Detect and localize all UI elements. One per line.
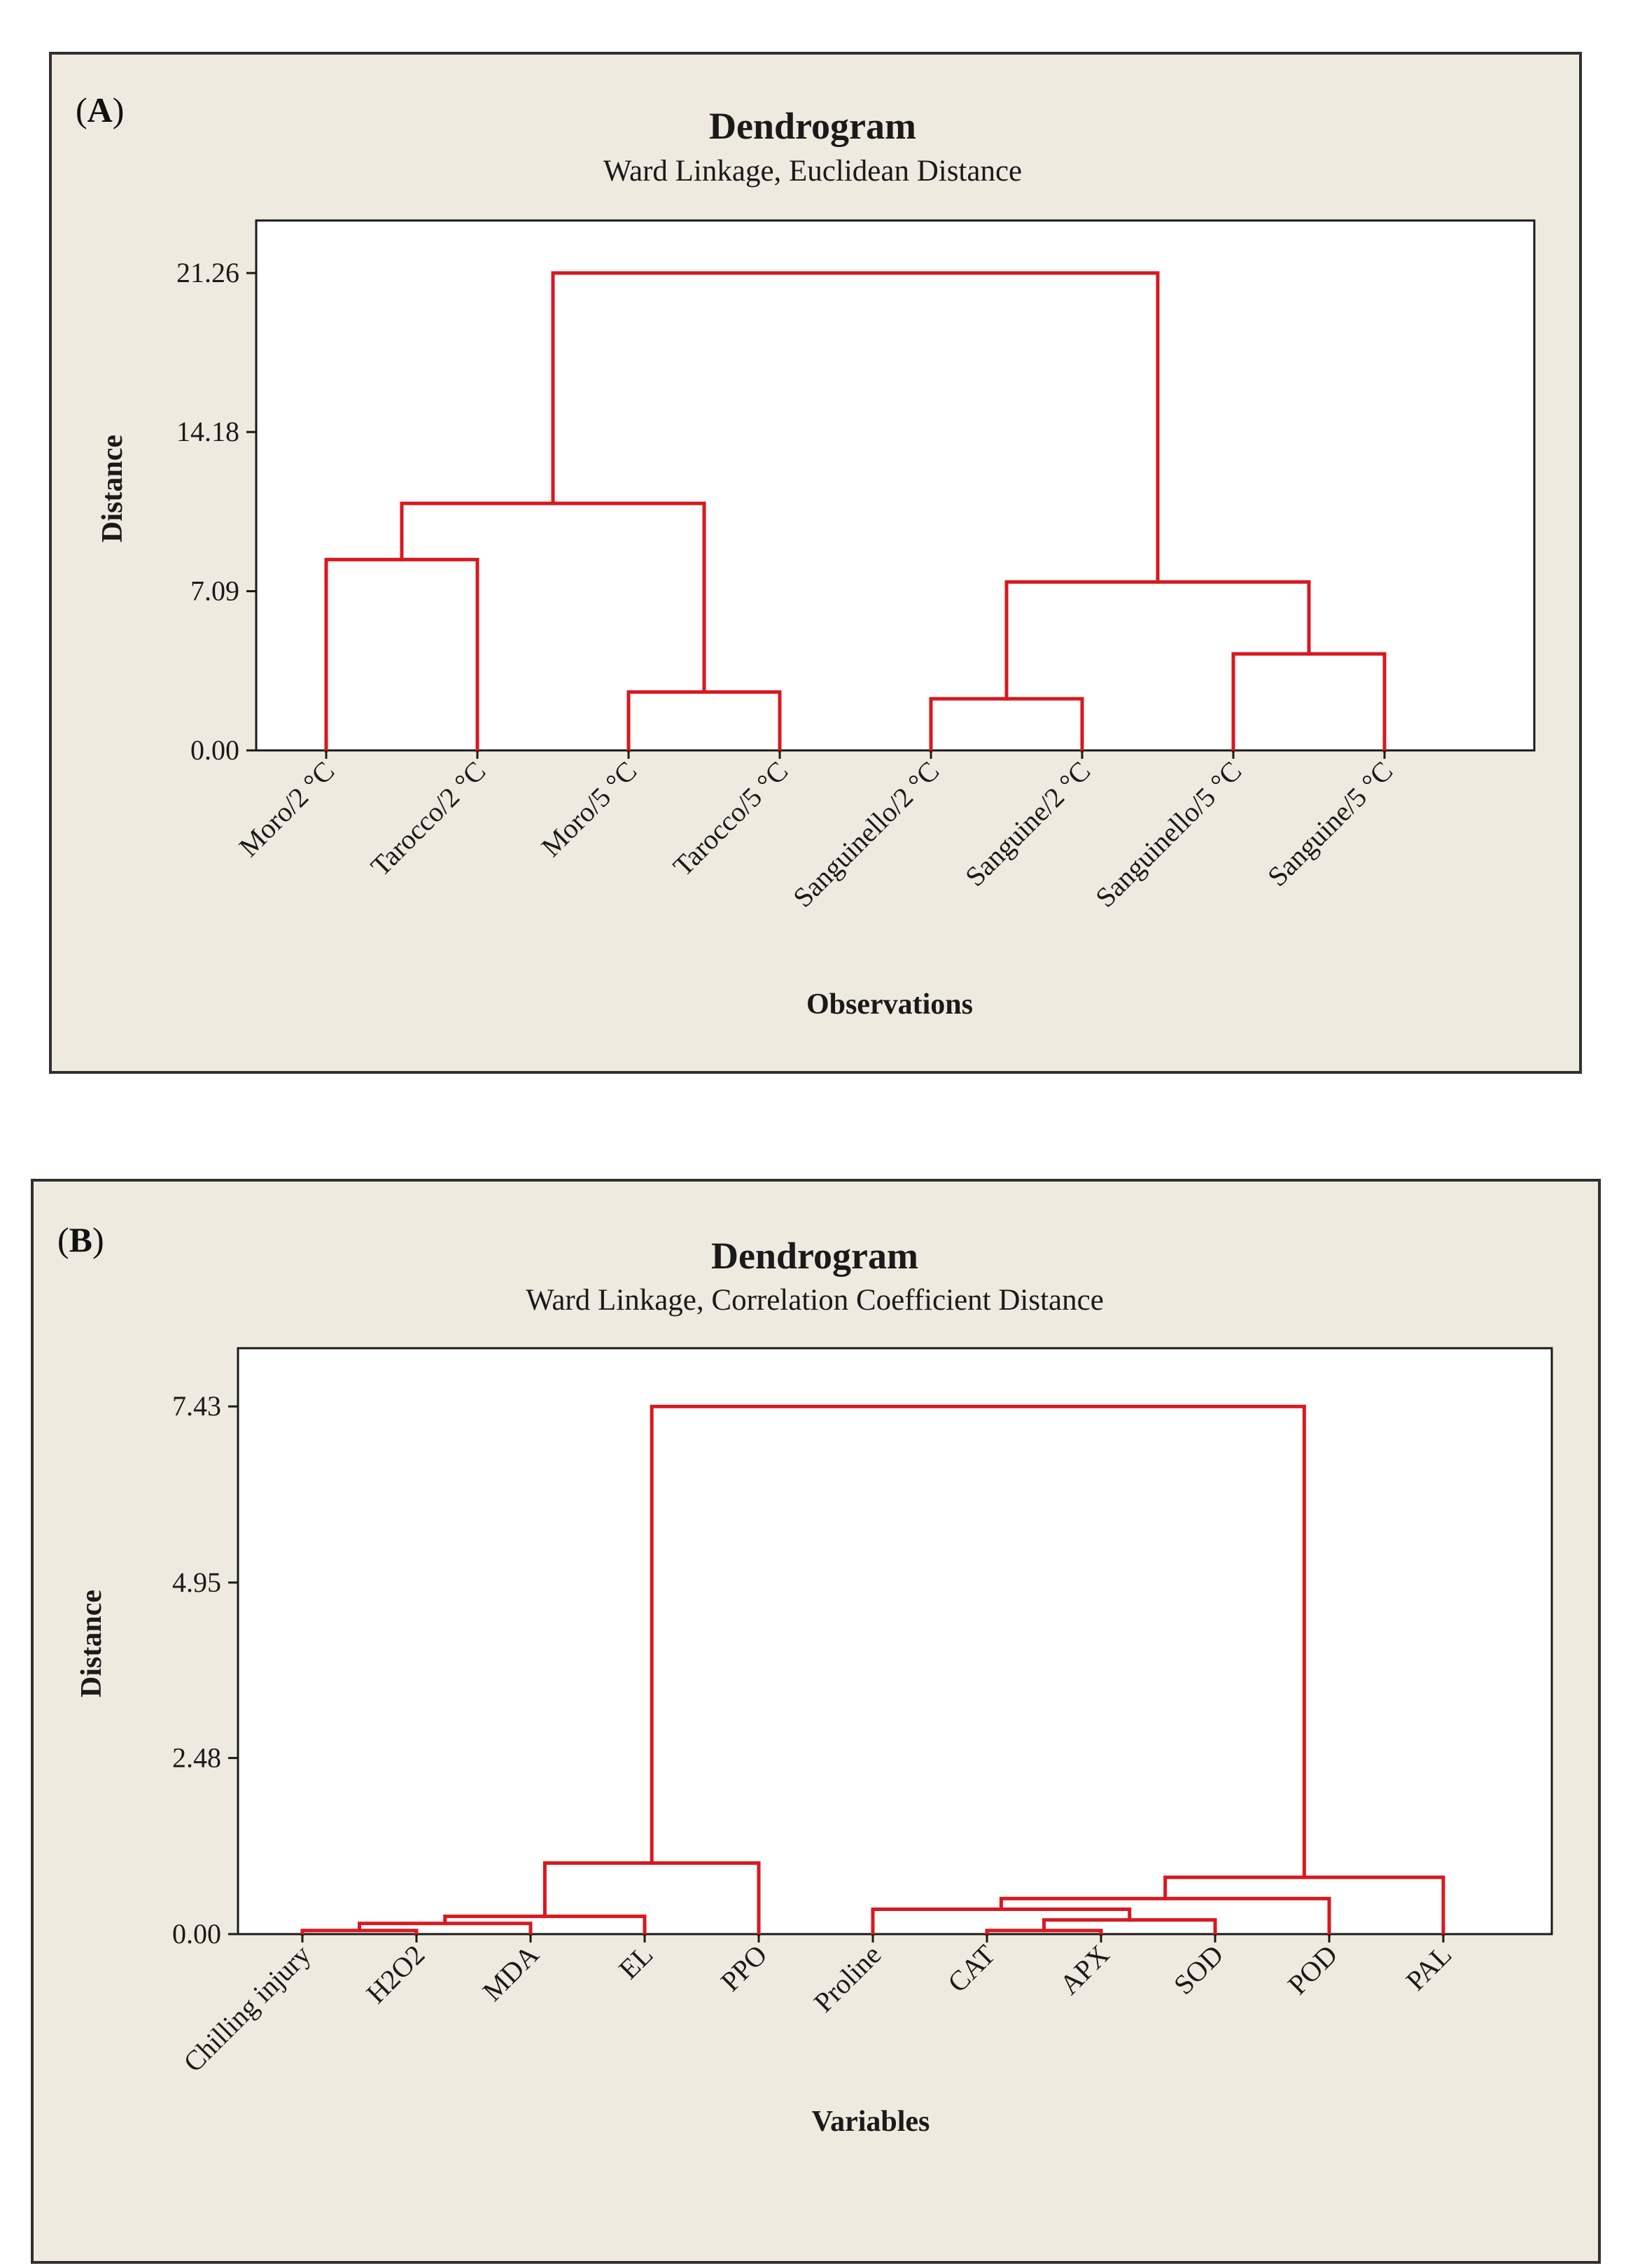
leaf-labels-a: Moro/2 °C Tarocco/2 °C Moro/5 °C Tarocco/5 … xyxy=(232,750,1399,913)
x-axis-label-a: Observations xyxy=(806,988,973,1021)
leaf-label-b-6: CAT xyxy=(941,1939,1001,1998)
chart-title-b: Dendrogram xyxy=(711,1235,918,1277)
y-ticks-b: 0.00 2.48 4.95 7.43 xyxy=(172,1390,238,1949)
panel-label-a: (A) xyxy=(76,90,124,130)
leaf-label-b-8: SOD xyxy=(1168,1939,1229,2001)
leaf-label-a-3: Tarocco/5 °C xyxy=(667,755,794,883)
y-tick-label-b-3: 7.43 xyxy=(172,1390,221,1422)
leaf-label-b-10: PAL xyxy=(1400,1939,1458,1997)
y-tick-label-a-1: 7.09 xyxy=(190,575,239,607)
x-axis-label-b: Variables xyxy=(812,2106,930,2138)
y-tick-label-b-0: 0.00 xyxy=(172,1918,221,1949)
dendrogram-b-svg: (B) Dendrogram Ward Linkage, Correlation… xyxy=(57,1220,1553,2138)
leaf-label-a-1: Tarocco/2 °C xyxy=(365,755,492,883)
y-axis-label-a: Distance xyxy=(97,435,129,542)
plot-area-a xyxy=(255,219,1536,752)
leaf-label-b-1: H2O2 xyxy=(360,1939,430,2010)
dendrogram-panel-b: (B) Dendrogram Ward Linkage, Correlation… xyxy=(31,1179,1601,2264)
chart-subtitle-a: Ward Linkage, Euclidean Distance xyxy=(603,155,1022,188)
dendrogram-panel-a: (A) Dendrogram Ward Linkage, Euclidean D… xyxy=(49,52,1582,1074)
dendrogram-branch-b-9 xyxy=(650,1404,1306,1879)
y-axis-label-b: Distance xyxy=(76,1590,108,1698)
chart-subtitle-b: Ward Linkage, Correlation Coefficient Di… xyxy=(526,1284,1104,1317)
leaf-label-a-4: Sanguinello/2 °C xyxy=(787,755,945,913)
leaf-label-a-7: Sanguine/5 °C xyxy=(1261,755,1399,892)
leaf-label-b-4: PPO xyxy=(715,1939,773,1998)
y-tick-label-b-1: 2.48 xyxy=(172,1742,221,1773)
branches-a xyxy=(324,271,1387,752)
leaf-label-b-3: EL xyxy=(612,1939,659,1985)
leaf-label-b-2: MDA xyxy=(477,1938,545,2007)
leaf-label-b-5: Proline xyxy=(808,1939,888,2019)
y-ticks-a: 0.00 7.09 14.18 21.26 xyxy=(176,257,256,766)
y-tick-label-a-0: 0.00 xyxy=(190,734,239,766)
panel-label-b: (B) xyxy=(57,1220,104,1259)
leaf-label-a-0: Moro/2 °C xyxy=(232,755,340,863)
dendrogram-a-svg: (A) Dendrogram Ward Linkage, Euclidean D… xyxy=(76,90,1536,1021)
leaf-label-a-6: Sanguinello/5 °C xyxy=(1089,755,1247,913)
leaf-label-a-5: Sanguine/2 °C xyxy=(959,755,1096,892)
leaf-label-b-0: Chilling injury xyxy=(177,1939,316,2078)
y-tick-label-a-3: 21.26 xyxy=(176,257,239,288)
chart-title-a: Dendrogram xyxy=(709,105,916,147)
plot-area-b xyxy=(237,1347,1553,1935)
y-tick-label-b-2: 4.95 xyxy=(172,1567,221,1598)
branches-b xyxy=(300,1404,1445,1936)
leaf-label-b-9: POD xyxy=(1282,1939,1343,2001)
dendrogram-branch-a-6 xyxy=(551,271,1160,584)
leaf-labels-b: Chilling injury H2O2 MDA EL PPO Proline CAT APX… xyxy=(177,1934,1457,2078)
y-tick-label-a-2: 14.18 xyxy=(176,416,239,447)
leaf-label-a-2: Moro/5 °C xyxy=(535,755,643,863)
leaf-label-b-7: APX xyxy=(1053,1938,1115,2000)
